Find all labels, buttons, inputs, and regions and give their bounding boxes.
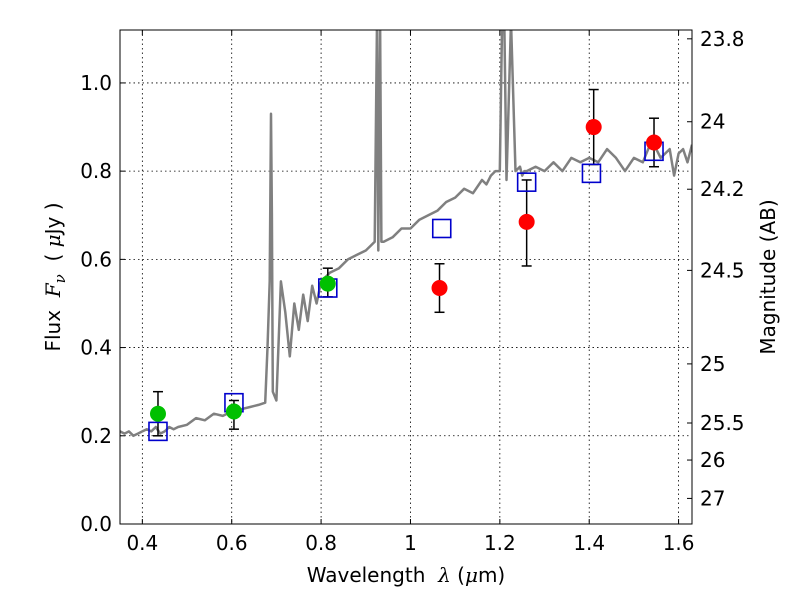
model-spectrum-layer xyxy=(120,30,692,438)
x-tick-label: 0.6 xyxy=(216,531,248,555)
right-axis-label: Magnitude (AB) xyxy=(756,199,780,354)
synthetic-square-marker xyxy=(148,421,168,442)
x-tick-label: 1.4 xyxy=(573,531,605,555)
y-tick-label: 0.6 xyxy=(80,247,112,271)
plot-frame xyxy=(119,29,693,525)
optical-point-marker xyxy=(225,403,242,420)
x-tick-label: 0.8 xyxy=(305,531,337,555)
y-tick-label: 0.2 xyxy=(80,424,112,448)
right-tick-label: 25.5 xyxy=(700,411,745,435)
optical-point-marker xyxy=(319,275,336,292)
right-tick-label: 24 xyxy=(700,110,725,134)
y-tick-label: 0.8 xyxy=(80,159,112,183)
right-tick-label: 26 xyxy=(700,448,725,472)
synthetic-square-marker xyxy=(581,163,602,184)
right-tick-label: 24.5 xyxy=(700,258,745,282)
x-tick-label: 1.2 xyxy=(484,531,516,555)
x-tick-label: 1 xyxy=(404,531,417,555)
right-tick-label: 27 xyxy=(700,486,725,510)
synthetic-square-marker xyxy=(516,172,537,192)
nir-point-marker xyxy=(646,134,663,151)
synthetic-square-marker xyxy=(431,218,452,239)
x-tick-label: 0.4 xyxy=(126,531,158,555)
nir-point-marker xyxy=(431,280,448,297)
model-spectrum-line xyxy=(120,30,692,438)
nir-point-marker xyxy=(518,213,535,230)
y-tick-label: 0.0 xyxy=(80,512,112,536)
right-tick-label: 24.2 xyxy=(700,177,745,201)
x-tick-label: 1.6 xyxy=(663,531,695,555)
nir-point-marker xyxy=(585,119,602,136)
tick-layer: 0.4 0.6 0.8 1 1.2 1.4 1.6 0.0 0.2 0.4 0.6 0.8 1.0 23.… xyxy=(80,27,744,555)
y-tick-label: 0.4 xyxy=(80,336,112,360)
y-axis-label: Flux Fν ( μJy ) xyxy=(41,202,69,351)
right-tick-label: 25 xyxy=(700,352,725,376)
right-tick-label: 23.8 xyxy=(700,27,745,51)
x-axis-label: Wavelength λ (μm) xyxy=(307,563,506,587)
marker-layer xyxy=(148,119,664,442)
optical-point-marker xyxy=(149,405,166,422)
y-tick-label: 1.0 xyxy=(80,71,112,95)
